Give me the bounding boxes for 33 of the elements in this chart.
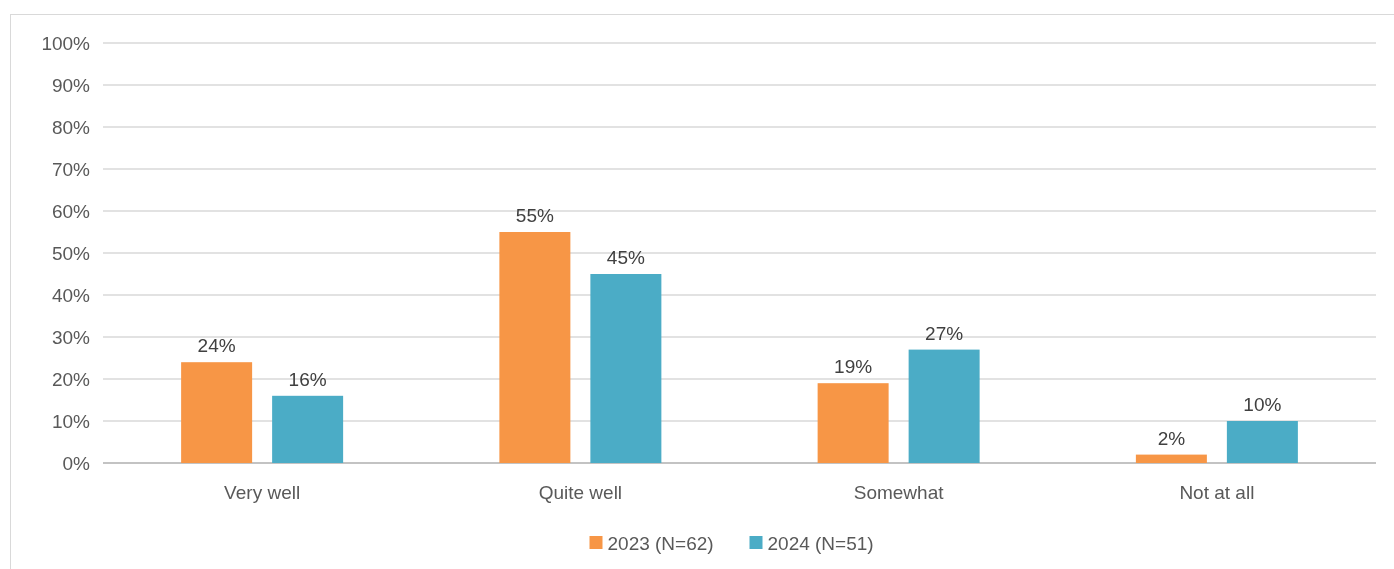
y-tick-label: 60% xyxy=(51,200,91,222)
y-tick-label: 10% xyxy=(51,410,91,432)
y-tick-label: 100% xyxy=(41,32,91,54)
text: 19% xyxy=(834,356,873,378)
text: 45% xyxy=(606,247,645,268)
text: 27% xyxy=(925,322,964,344)
x-tick-label: Somewhat xyxy=(853,482,945,503)
x-tick-label: Quite well xyxy=(538,482,623,503)
text: 2% xyxy=(1157,427,1186,449)
y-tick-label: 40% xyxy=(51,284,91,306)
bar xyxy=(1135,454,1207,463)
y-tick-label: 70% xyxy=(51,158,91,180)
y-tick-label: 30% xyxy=(51,326,91,348)
x-tick-label: Very well xyxy=(224,482,301,503)
text: 55% xyxy=(515,205,554,226)
y-tick-label: 90% xyxy=(51,74,91,96)
y-tick-label: 20% xyxy=(51,368,91,390)
x-tick-label: Not at all xyxy=(1179,482,1255,503)
bar xyxy=(1226,421,1298,463)
y-tick-label: 0% xyxy=(62,452,91,474)
bar xyxy=(908,349,980,463)
bar xyxy=(590,274,662,463)
bar xyxy=(499,232,571,463)
y-tick-label: 50% xyxy=(51,242,91,264)
text: 10% xyxy=(1243,394,1282,415)
bar xyxy=(817,383,889,463)
text: 16% xyxy=(288,368,327,390)
y-tick-label: 80% xyxy=(51,116,91,138)
bar xyxy=(181,362,253,463)
legend-label: 2024 (N=51) xyxy=(767,532,874,554)
legend-label: 2023 (N=62) xyxy=(607,532,714,554)
text: 24% xyxy=(197,335,236,357)
bar xyxy=(272,395,344,463)
